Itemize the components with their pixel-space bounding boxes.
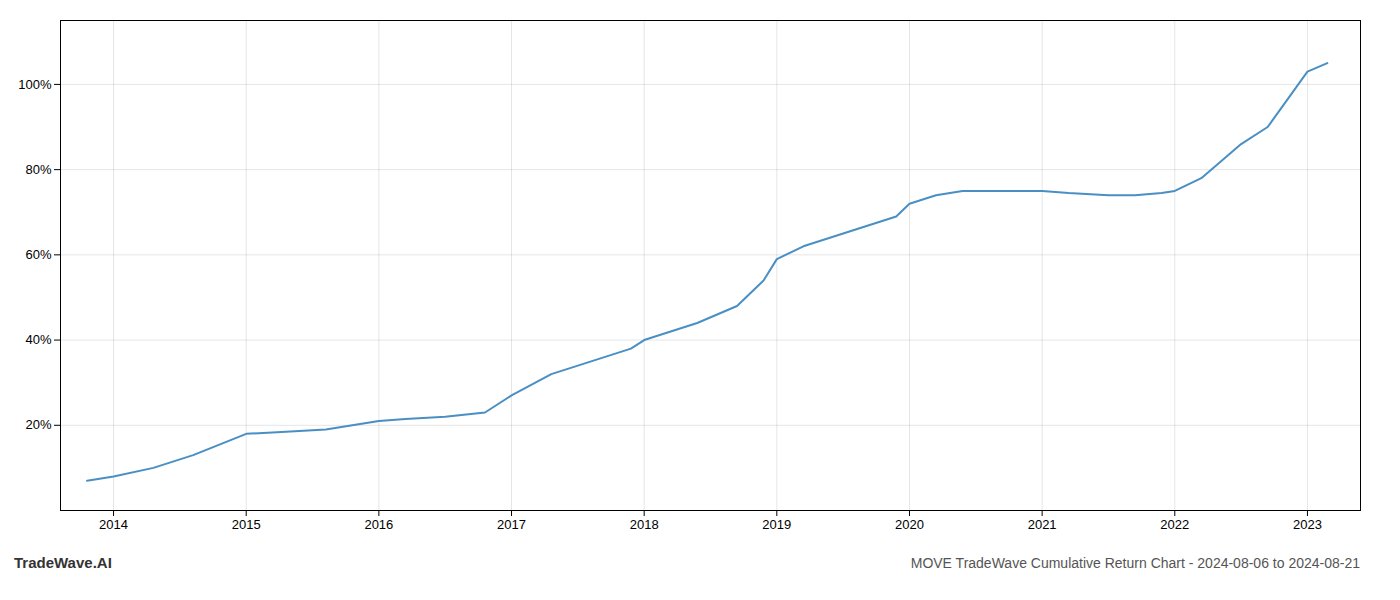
svg-text:80%: 80% xyxy=(25,162,51,177)
svg-text:40%: 40% xyxy=(25,332,51,347)
html-text:MOVE TradeWave Cumulative Retu: MOVE TradeWave Cumulative Return Chart -… xyxy=(910,555,1360,571)
svg-text:2015: 2015 xyxy=(232,517,261,532)
svg-text:2020: 2020 xyxy=(895,517,924,532)
html-text:TradeWave.AI: TradeWave.AI xyxy=(14,554,112,571)
svg-text:2019: 2019 xyxy=(762,517,791,532)
svg-text:60%: 60% xyxy=(25,247,51,262)
svg-text:2018: 2018 xyxy=(630,517,659,532)
svg-text:2017: 2017 xyxy=(497,517,526,532)
svg-text:2023: 2023 xyxy=(1293,517,1322,532)
svg-text:2022: 2022 xyxy=(1160,517,1189,532)
svg-text:2021: 2021 xyxy=(1028,517,1057,532)
svg-text:20%: 20% xyxy=(25,417,51,432)
svg-text:2014: 2014 xyxy=(99,517,128,532)
svg-text:100%: 100% xyxy=(18,77,52,92)
svg-text:2016: 2016 xyxy=(364,517,393,532)
